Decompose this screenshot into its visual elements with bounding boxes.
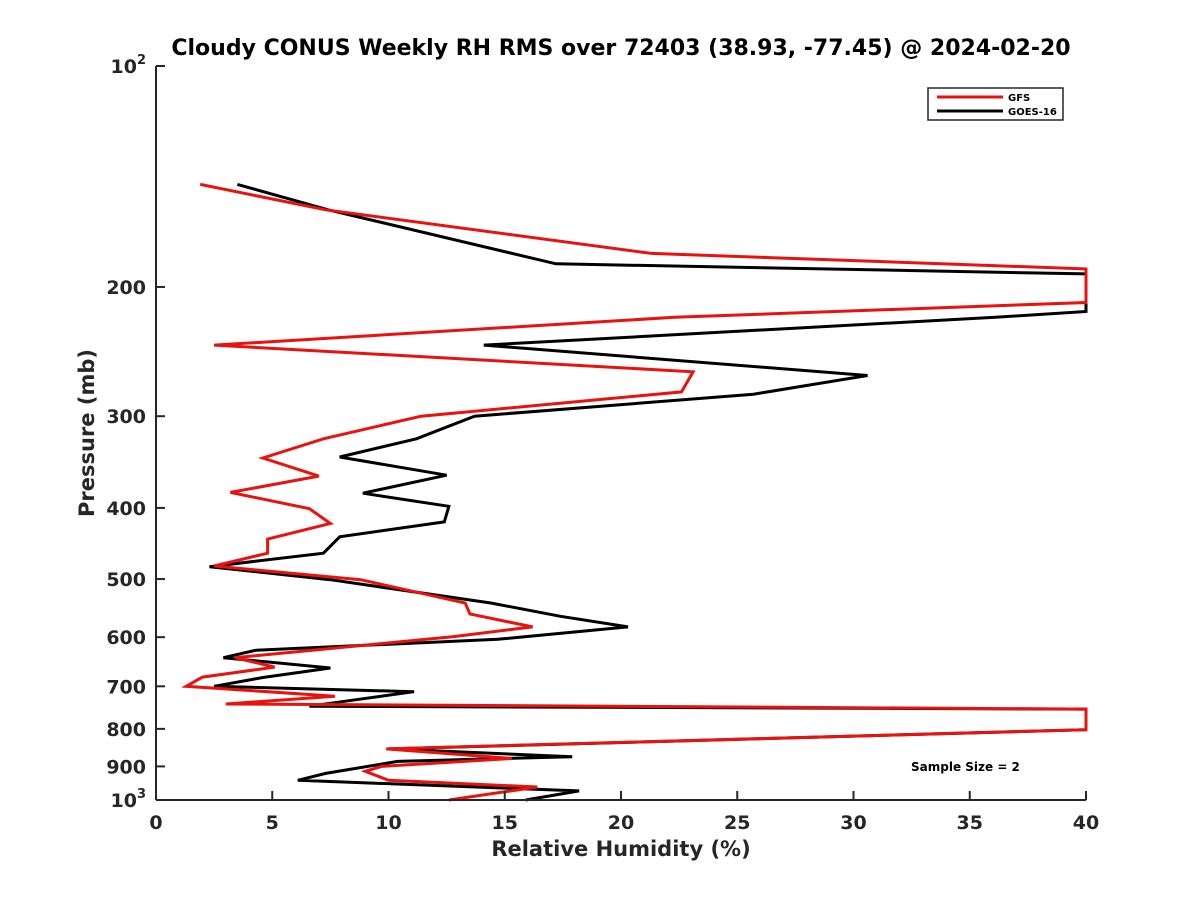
- x-tick-label: 5: [266, 812, 279, 834]
- y-tick-label: 900: [106, 756, 146, 778]
- y-tick-label: 500: [106, 569, 146, 591]
- y-tick-label: 300: [106, 406, 146, 428]
- x-axis-label: Relative Humidity (%): [491, 837, 750, 861]
- x-tick-label: 35: [957, 812, 983, 834]
- sample-size-annotation: Sample Size = 2: [911, 760, 1020, 774]
- y-tick-label: 700: [106, 676, 146, 698]
- x-ticks: 0 5 10 15 20 25 30 35 40: [149, 791, 1099, 834]
- legend: GFS GOES-16: [927, 87, 1064, 121]
- y-tick-label: 400: [106, 498, 146, 520]
- y-tick-label: 103: [111, 787, 147, 812]
- x-tick-label: 30: [840, 812, 866, 834]
- series-layer: [181, 182, 1088, 802]
- y-tick-label: 102: [111, 53, 147, 78]
- y-axis-label: Pressure (mb): [75, 349, 99, 517]
- x-tick-label: 15: [492, 812, 518, 834]
- legend-label-goes16: GOES-16: [1008, 107, 1057, 118]
- y-ticks: 102 200 300 400 500 600 700 800 900 103: [106, 53, 165, 812]
- x-tick-label: 20: [608, 812, 634, 834]
- legend-box: [927, 87, 1064, 121]
- x-tick-label: 0: [149, 812, 162, 834]
- legend-label-gfs: GFS: [1008, 93, 1030, 104]
- y-tick-label: 600: [106, 627, 146, 649]
- series-line-gfs: [181, 182, 1088, 802]
- x-tick-label: 40: [1073, 812, 1099, 834]
- y-tick-label: 800: [106, 719, 146, 741]
- x-tick-label: 25: [724, 812, 750, 834]
- x-tick-label: 10: [375, 812, 401, 834]
- chart-title: Cloudy CONUS Weekly RH RMS over 72403 (3…: [171, 36, 1070, 61]
- y-tick-label: 200: [106, 277, 146, 299]
